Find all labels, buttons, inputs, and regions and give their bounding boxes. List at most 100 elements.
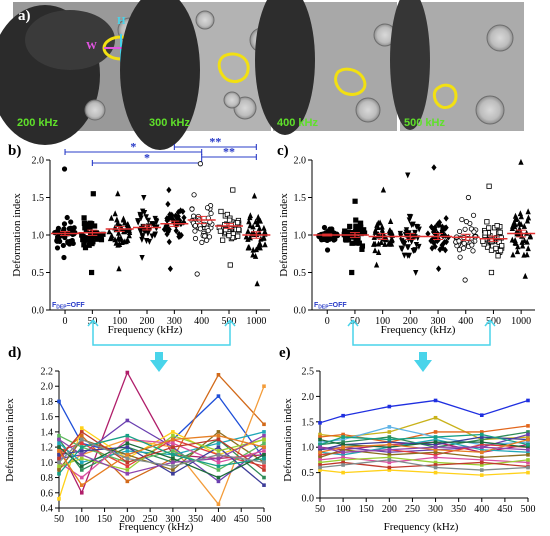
chart-e-series-point [387,455,392,460]
chart-e-series-point [479,460,484,465]
chart-e-series-point [526,465,530,470]
chart-c-point [511,219,517,226]
chart-e-series-point [341,463,345,467]
chart-c-point [318,237,325,243]
chart-e-series-point [318,445,322,449]
chart-b-point [192,223,198,229]
chart-b-point [254,280,260,287]
chart-c-point [497,229,503,235]
chart-b-point [54,245,61,251]
chart-e-series-line [319,438,529,448]
chart-e-series-point [433,450,438,455]
chart-c-point [347,223,353,230]
chart-d-series-point [57,452,61,457]
chart-b-point [197,161,203,167]
chart-d-series-point [216,460,221,465]
microscopy-image-3: 400 kHz [255,0,397,135]
chart-d-series-point [125,370,130,375]
chart-e-series-point [433,415,438,420]
chart-b-ytick-label: 0.0 [32,306,45,317]
chart-e-series-line [319,417,529,441]
chart-d-ytick-label: 1.2 [41,443,54,454]
chart-e-series-point [526,458,530,462]
chart-b-point [204,237,210,243]
chart-e-series-point [433,460,438,465]
chart-c-point [494,223,500,229]
chart-c-point [436,265,442,273]
chart-b-point [226,232,232,239]
chart-d-series-point [79,449,84,453]
chart-c-point [470,212,477,218]
chart-b-point [260,234,266,241]
chart-c-point [519,242,526,249]
chart-c-ytick-label: 1.5 [294,193,307,204]
chart-e-series-point [318,432,322,437]
chart-d-series-point [171,464,175,468]
chart-c-point [456,238,462,244]
chart-e-series-point [387,460,392,465]
chart-e-series-point [479,455,484,460]
chart-b-point [234,220,241,226]
chart-b-point [64,214,70,221]
chart-b-point [222,222,228,228]
chart-c-point [406,213,413,220]
chart-b-point [108,234,115,241]
chart-d-series-point [262,449,266,453]
chart-c-point [470,248,476,254]
chart-e-series-point [479,432,484,437]
chart-b-points [51,161,271,287]
chart-c-point [469,242,475,248]
chart-c-point [482,230,488,236]
chart-d-series-line [58,419,265,483]
chart-c-point [436,219,443,226]
chart-e-series-line [319,446,529,453]
chart-b-significance-label: ** [209,135,221,149]
chart-e-series-point [433,442,438,447]
chart-c-point [524,217,531,224]
chart-e-series-point [479,468,484,472]
chart-c-point [375,249,382,255]
chart-c-point [409,222,415,229]
chart-d-lines [57,370,266,506]
chart-c-point [456,228,463,235]
chart-b-point [262,241,268,248]
chart-b-ylabel: Deformation index [11,193,23,277]
chart-d-series-point [57,449,61,453]
chart-d-series-point [262,468,266,472]
chart-c-point [524,251,530,258]
chart-e-lines [318,398,530,477]
chart-e-series-point [318,460,322,465]
chart-d-xtick-label: 350 [188,514,203,525]
connector-bracket-left [92,320,231,346]
chart-e-ytick-label: 0.5 [302,468,315,479]
chart-d-series-line [58,442,265,479]
chart-c-point [353,217,359,223]
microscopy-image-4: 500 kHz [390,0,524,131]
chart-d-series-line [58,434,265,471]
chart-c-point [352,198,358,204]
chart-e-series-point [387,404,392,409]
chart-c-point [349,269,355,276]
chart-d-series-point [171,437,175,442]
chart-d-series-point [216,452,221,457]
label-h: H [117,15,126,27]
chart-e-series-point [479,447,484,452]
chart-b-point [201,221,207,227]
chart-b-point [205,228,211,234]
chart-c-point [514,248,521,255]
chart-c-xlabel: Frequency (kHz) [381,324,456,336]
chart-b-xlabel: Frequency (kHz) [108,324,183,336]
chart-e-series-point [318,442,322,447]
chart-d-series-point [216,437,221,442]
connector-arrow-left [150,352,168,372]
chart-d-series-point [57,399,61,404]
chart-b-point [149,233,155,240]
chart-b-point [218,208,224,215]
chart-d-xtick-label: 450 [234,514,249,525]
chart-e-series-point [433,463,438,467]
label-w: W [86,40,97,52]
chart-b-point [247,212,254,219]
chart-b-point [98,237,105,243]
chart-c-annotation: FDEP=OFF [314,302,347,311]
chart-b-point [108,214,115,221]
